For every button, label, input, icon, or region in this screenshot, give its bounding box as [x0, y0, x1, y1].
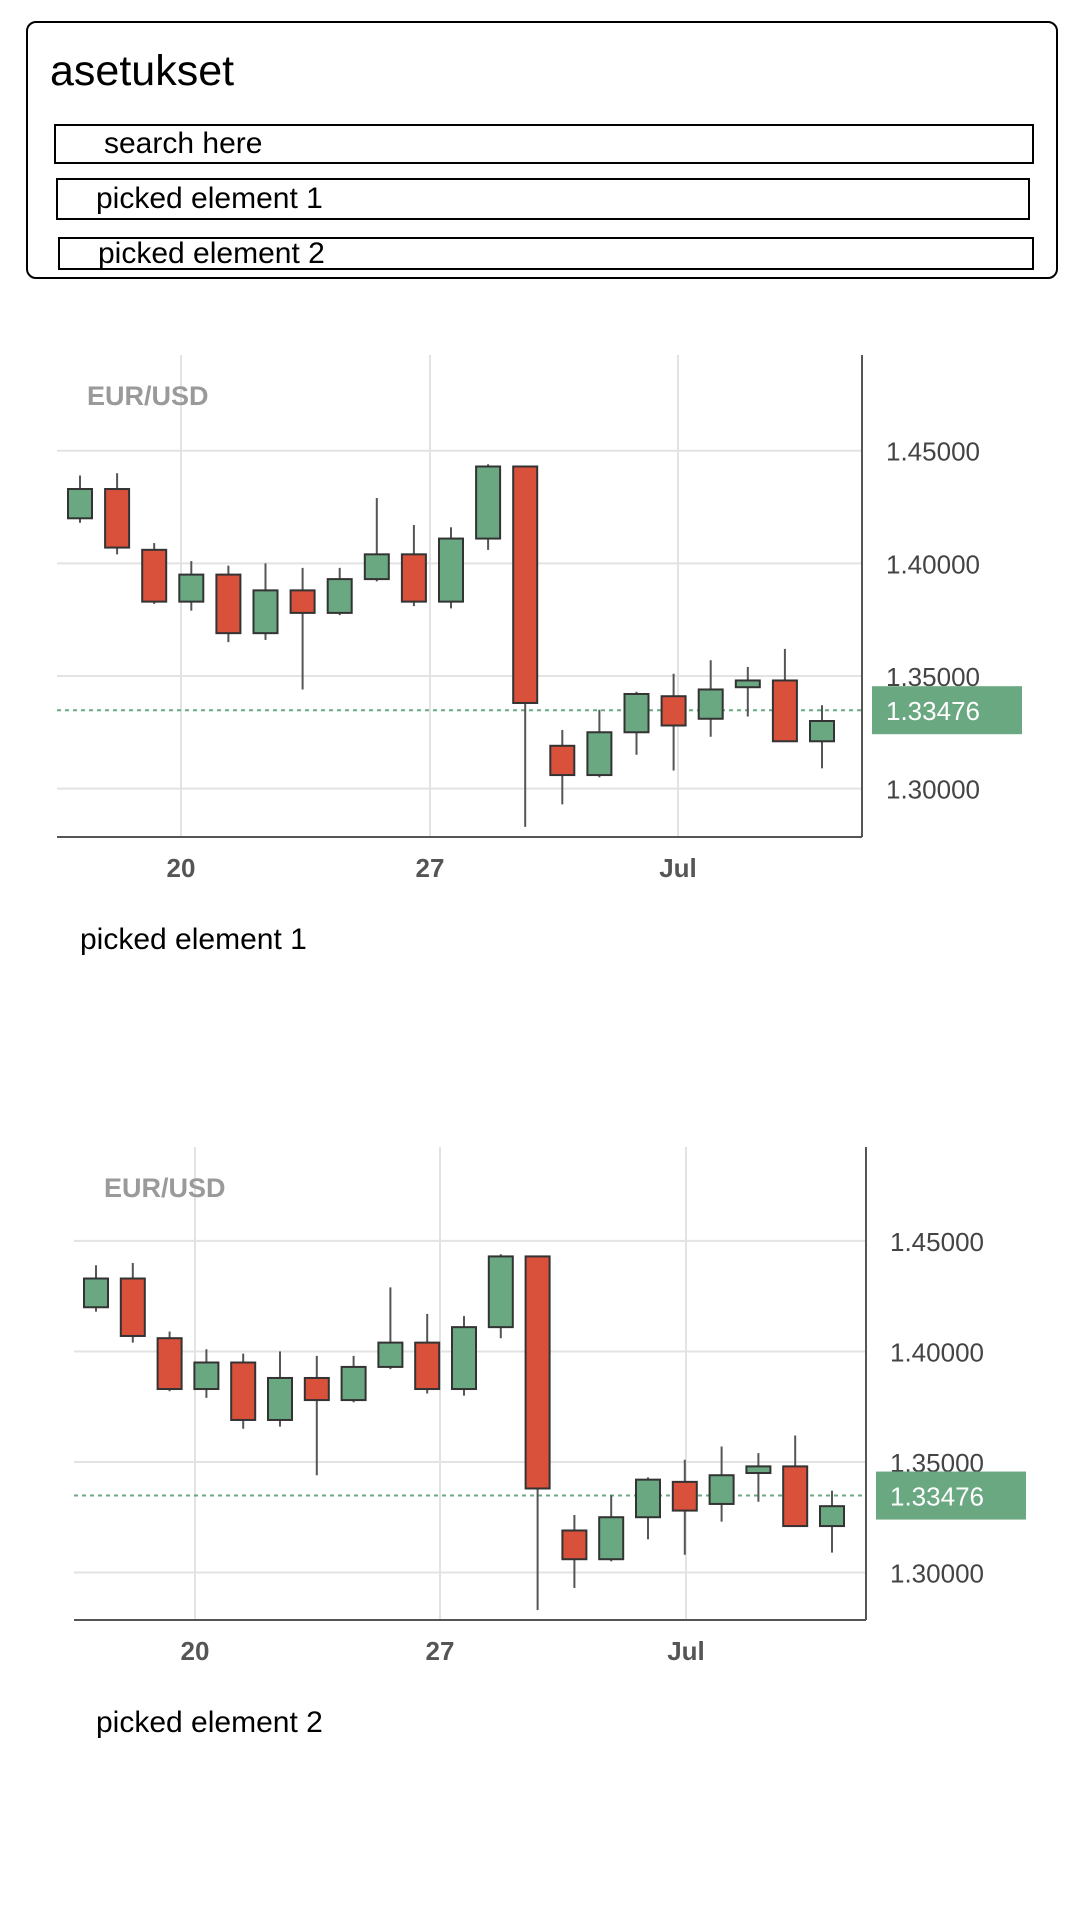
chart-title: EUR/USD [87, 381, 209, 411]
current-price-label: 1.33476 [890, 1482, 984, 1512]
candle-body [451, 1326, 477, 1391]
candle-body [363, 553, 390, 581]
candle-body [561, 1529, 588, 1561]
x-tick-label: 20 [167, 853, 196, 883]
x-tick-label: Jul [659, 853, 697, 883]
candle-body [267, 1376, 293, 1421]
x-tick-label: 20 [181, 1636, 210, 1666]
candle-body [289, 589, 316, 614]
x-tick-label: Jul [667, 1636, 705, 1666]
candle-body [340, 1365, 367, 1402]
candle-body [623, 692, 650, 734]
chart-title: EUR/USD [104, 1173, 226, 1203]
candle-body [438, 537, 464, 603]
candle-body [487, 1255, 514, 1329]
y-tick-label: 1.40000 [890, 1337, 984, 1367]
candle-body [414, 1341, 441, 1391]
current-price-tag [876, 1471, 1026, 1520]
candle-body [819, 1505, 845, 1528]
candle-body [635, 1478, 661, 1519]
y-tick-label: 1.40000 [886, 549, 980, 579]
current-price-label: 1.33476 [886, 696, 980, 726]
candle-body [215, 573, 242, 635]
candle-body [586, 731, 613, 777]
settings-title: asetukset [50, 47, 235, 95]
settings-panel: asetukset search here picked element 1 p… [26, 21, 1058, 279]
candle-body [303, 1376, 330, 1402]
candle-body [83, 1277, 109, 1309]
candle-body [377, 1341, 404, 1368]
candle-body [326, 578, 353, 614]
candle-body [771, 679, 798, 743]
candle-body [734, 679, 761, 689]
candle-body [178, 573, 205, 603]
candle-body [598, 1516, 625, 1561]
candle-body [809, 720, 835, 743]
candle-body [156, 1337, 183, 1391]
candle-body [475, 465, 502, 540]
y-tick-label: 1.30000 [886, 775, 980, 805]
candle-body [141, 548, 168, 603]
candle-body [252, 589, 279, 635]
y-tick-label: 1.30000 [890, 1558, 984, 1588]
candlestick-chart-2: 1.45000 1.40000 1.35000 1.30000 20 27 Jul EUR/U… [0, 1120, 1080, 1666]
x-tick-label: 27 [426, 1636, 455, 1666]
candle-body [67, 488, 93, 520]
candle-body [549, 744, 576, 777]
candle-body [708, 1474, 735, 1505]
current-price-tag [872, 686, 1022, 735]
candle-body [745, 1465, 772, 1475]
candle-body [104, 488, 131, 549]
candle-body [671, 1480, 698, 1512]
candle-body [524, 1255, 551, 1490]
candlestick-chart-1: 1.45000 1.40000 1.35000 1.30000 20 27 Jul EUR/U… [0, 340, 1080, 883]
x-tick-label: 27 [416, 853, 445, 883]
candle-body [512, 465, 539, 704]
picked-element-row-1[interactable]: picked element 1 [56, 178, 1030, 220]
candle-body [119, 1277, 146, 1337]
candle-body [782, 1465, 809, 1528]
candle-body [697, 688, 724, 720]
candle-body [193, 1361, 220, 1391]
candle-body [660, 695, 687, 727]
picked-element-row-2[interactable]: picked element 2 [58, 237, 1034, 270]
chart-caption-2: picked element 2 [96, 1706, 323, 1739]
y-tick-label: 1.45000 [886, 437, 980, 467]
chart-caption-1: picked element 1 [80, 923, 307, 956]
search-input[interactable]: search here [54, 124, 1034, 164]
candle-body [400, 553, 427, 603]
candle-body [230, 1361, 257, 1421]
y-tick-label: 1.45000 [890, 1227, 984, 1257]
